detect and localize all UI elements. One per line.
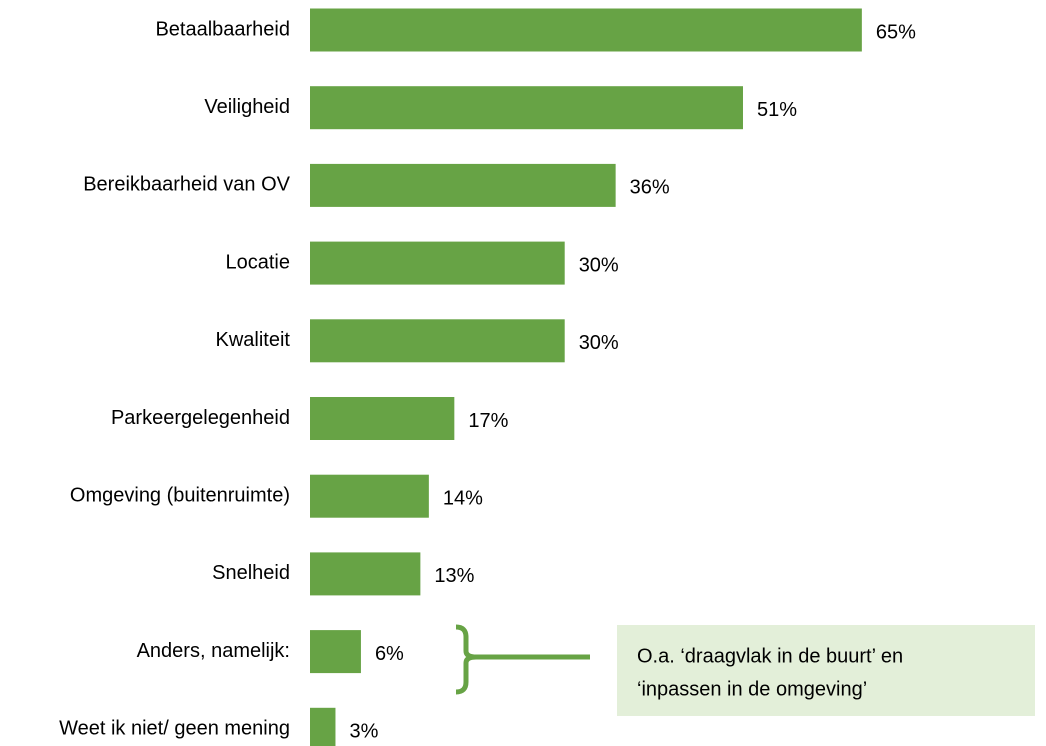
category-label: Parkeergelegenheid (111, 407, 290, 429)
value-label: 17% (468, 410, 508, 432)
bar (310, 319, 565, 363)
value-label: 14% (443, 487, 483, 509)
bar (310, 630, 361, 674)
annotation-text: ‘inpassen in de omgeving’ (637, 678, 867, 700)
bar (310, 86, 743, 130)
category-label: Bereikbaarheid van OV (83, 174, 290, 196)
category-label: Weet ik niet/ geen mening (59, 718, 290, 740)
bar (310, 707, 336, 746)
annotation-text: O.a. ‘draagvlak in de buurt’ en (637, 645, 903, 667)
value-label: 36% (630, 177, 670, 199)
bar (310, 163, 616, 207)
bar (310, 241, 565, 285)
bar (310, 474, 429, 518)
category-label: Betaalbaarheid (155, 18, 290, 40)
bar (310, 8, 862, 52)
bar (310, 552, 421, 596)
annotation-box (617, 625, 1035, 716)
value-label: 13% (434, 565, 474, 587)
category-label: Anders, namelijk: (137, 640, 290, 662)
category-label: Locatie (226, 251, 291, 273)
value-label: 65% (876, 21, 916, 43)
category-label: Kwaliteit (216, 329, 291, 351)
value-label: 6% (375, 643, 404, 665)
bracket (455, 624, 477, 695)
category-label: Omgeving (buitenruimte) (70, 484, 290, 506)
category-label: Snelheid (212, 562, 290, 584)
bar (310, 397, 455, 440)
value-label: 51% (757, 99, 797, 121)
value-label: 3% (349, 721, 378, 743)
category-label: Veiligheid (204, 96, 290, 118)
value-label: 30% (579, 254, 619, 276)
value-label: 30% (579, 332, 619, 354)
